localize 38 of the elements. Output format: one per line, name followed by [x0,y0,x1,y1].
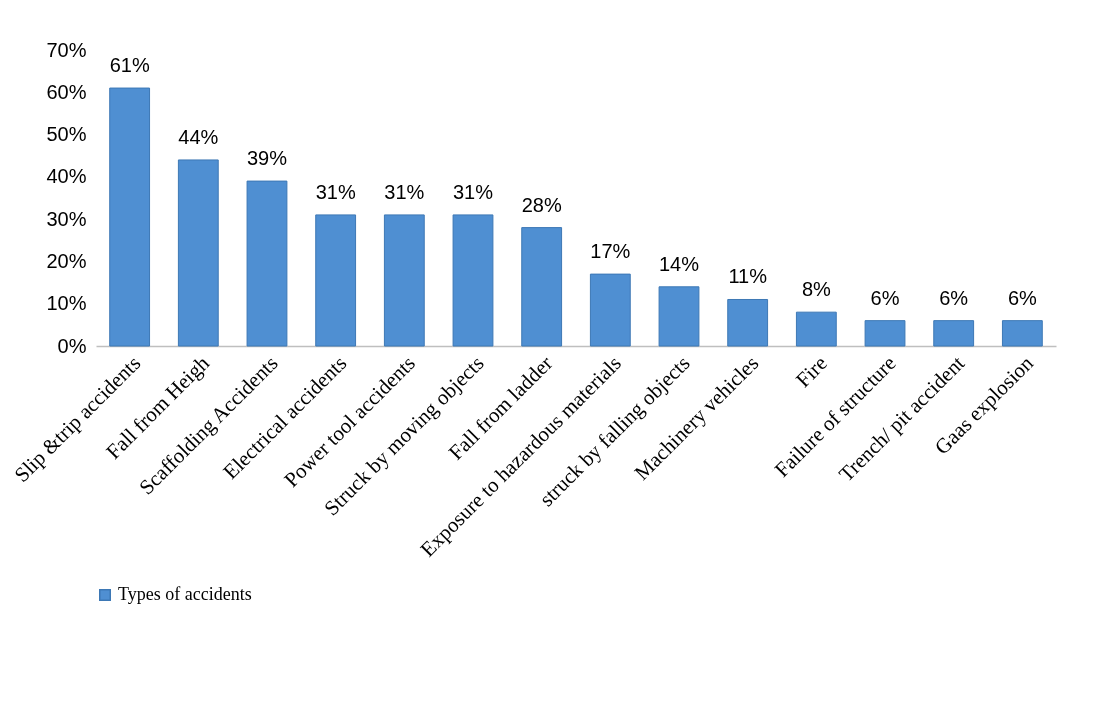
y-tick-label: 60% [46,80,87,103]
data-label: 11% [728,265,768,288]
data-label: 6% [1007,286,1038,309]
data-label: 31% [452,180,494,203]
bar [658,286,700,347]
data-label: 6% [939,286,969,309]
data-label: 31% [384,180,425,203]
bar [1001,320,1043,347]
bar [864,320,906,347]
y-tick-label: 20% [46,249,87,272]
bar [109,87,151,347]
bar [521,227,563,347]
data-label: 17% [590,240,631,263]
y-tick-label: 50% [46,123,87,146]
bar [383,214,425,347]
data-label: 31% [315,180,356,203]
data-label: 14% [658,252,700,275]
bar [246,180,288,347]
bar [589,273,631,347]
data-label: 28% [521,193,562,216]
y-tick-label: 70% [46,38,87,61]
bar [727,298,769,347]
data-label: 8% [801,278,832,301]
y-tick-label: 40% [46,165,87,188]
x-tick-label: Fire [791,351,832,392]
bar [315,214,357,347]
data-label: 6% [870,286,900,309]
y-tick-label: 30% [46,207,87,230]
bar [452,214,494,347]
bar [795,311,837,347]
data-label: 39% [246,147,288,170]
bar [177,159,219,347]
y-tick-label: 0% [57,334,87,357]
y-tick-label: 10% [46,292,87,315]
legend-label: Types of accidents [118,584,252,604]
data-label: 44% [178,125,219,148]
data-label: 61% [109,54,150,77]
bar [933,320,975,347]
